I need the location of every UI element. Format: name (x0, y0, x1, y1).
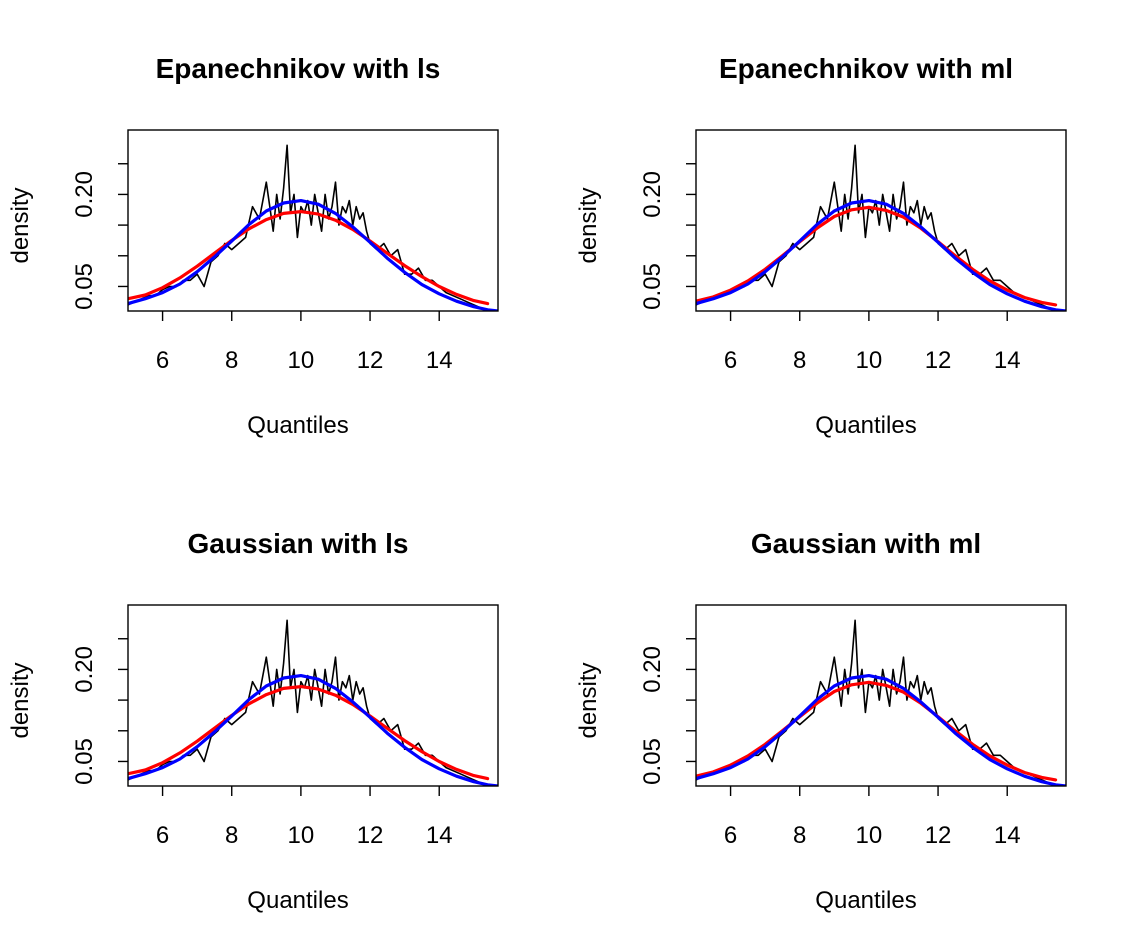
x-tick-label: 14 (426, 822, 453, 849)
x-tick-label: 8 (793, 347, 806, 374)
chart-panel-2: Epanechnikov with ml Quantiles density 6 8 10… (575, 53, 1067, 439)
x-tick-label: 6 (724, 347, 737, 374)
x-tick-label: 10 (288, 822, 315, 849)
blue-fit-curve (128, 674, 498, 786)
empirical-density-line (128, 144, 498, 311)
x-axis-label: Quantiles (247, 887, 348, 914)
panel-title: Epanechnikov with ls (156, 53, 441, 84)
red-fit-curve (696, 205, 1058, 307)
plot-frame (695, 129, 1067, 312)
red-fit-curve (128, 685, 490, 781)
y-tick-label: 0.05 (639, 738, 666, 785)
y-tick-label: 0.05 (71, 263, 98, 310)
empirical-density-line (696, 144, 1066, 311)
blue-fit-curve (696, 199, 1066, 311)
x-tick-label: 6 (156, 347, 169, 374)
y-tick-label: 0.05 (71, 738, 98, 785)
blue-fit-curve (696, 674, 1066, 786)
red-fit-curve (128, 210, 490, 306)
empirical-density-line (128, 619, 498, 786)
chart-panel-4: Gaussian with ml Quantiles density 6 8 10 12 14… (575, 528, 1067, 914)
x-tick-label: 6 (724, 822, 737, 849)
x-tick-label: 6 (156, 822, 169, 849)
y-axis-label: density (7, 662, 34, 738)
plot-frame (695, 604, 1067, 787)
x-tick-label: 12 (925, 347, 952, 374)
x-axis-label: Quantiles (815, 887, 916, 914)
y-axis-label: density (7, 187, 34, 263)
x-tick-label: 10 (856, 347, 883, 374)
x-tick-label: 10 (288, 347, 315, 374)
x-axis-label: Quantiles (815, 412, 916, 439)
chart-panel-1: Epanechnikov with ls Quantiles density 6 8 10… (7, 53, 499, 439)
y-tick-label: 0.20 (71, 171, 98, 218)
plot-frame (127, 604, 499, 787)
x-axis-label: Quantiles (247, 412, 348, 439)
x-tick-label: 14 (426, 347, 453, 374)
panel-title: Gaussian with ls (188, 528, 409, 559)
x-tick-label: 10 (856, 822, 883, 849)
y-tick-label: 0.20 (639, 171, 666, 218)
x-tick-label: 14 (994, 822, 1021, 849)
x-tick-label: 8 (225, 822, 238, 849)
panel-title: Epanechnikov with ml (719, 53, 1013, 84)
plot-frame (127, 129, 499, 312)
x-tick-label: 12 (357, 822, 384, 849)
empirical-density-line (696, 619, 1066, 786)
x-tick-label: 14 (994, 347, 1021, 374)
y-axis-label: density (575, 187, 602, 263)
y-tick-label: 0.20 (71, 646, 98, 693)
blue-fit-curve (128, 199, 498, 311)
y-tick-label: 0.20 (639, 646, 666, 693)
x-tick-label: 12 (357, 347, 384, 374)
panel-title: Gaussian with ml (751, 528, 981, 559)
x-tick-label: 12 (925, 822, 952, 849)
x-tick-label: 8 (225, 347, 238, 374)
chart-panel-3: Gaussian with ls Quantiles density 6 8 10 12 14… (7, 528, 499, 914)
red-fit-curve (696, 680, 1058, 782)
y-tick-label: 0.05 (639, 263, 666, 310)
x-tick-label: 8 (793, 822, 806, 849)
y-axis-label: density (575, 662, 602, 738)
